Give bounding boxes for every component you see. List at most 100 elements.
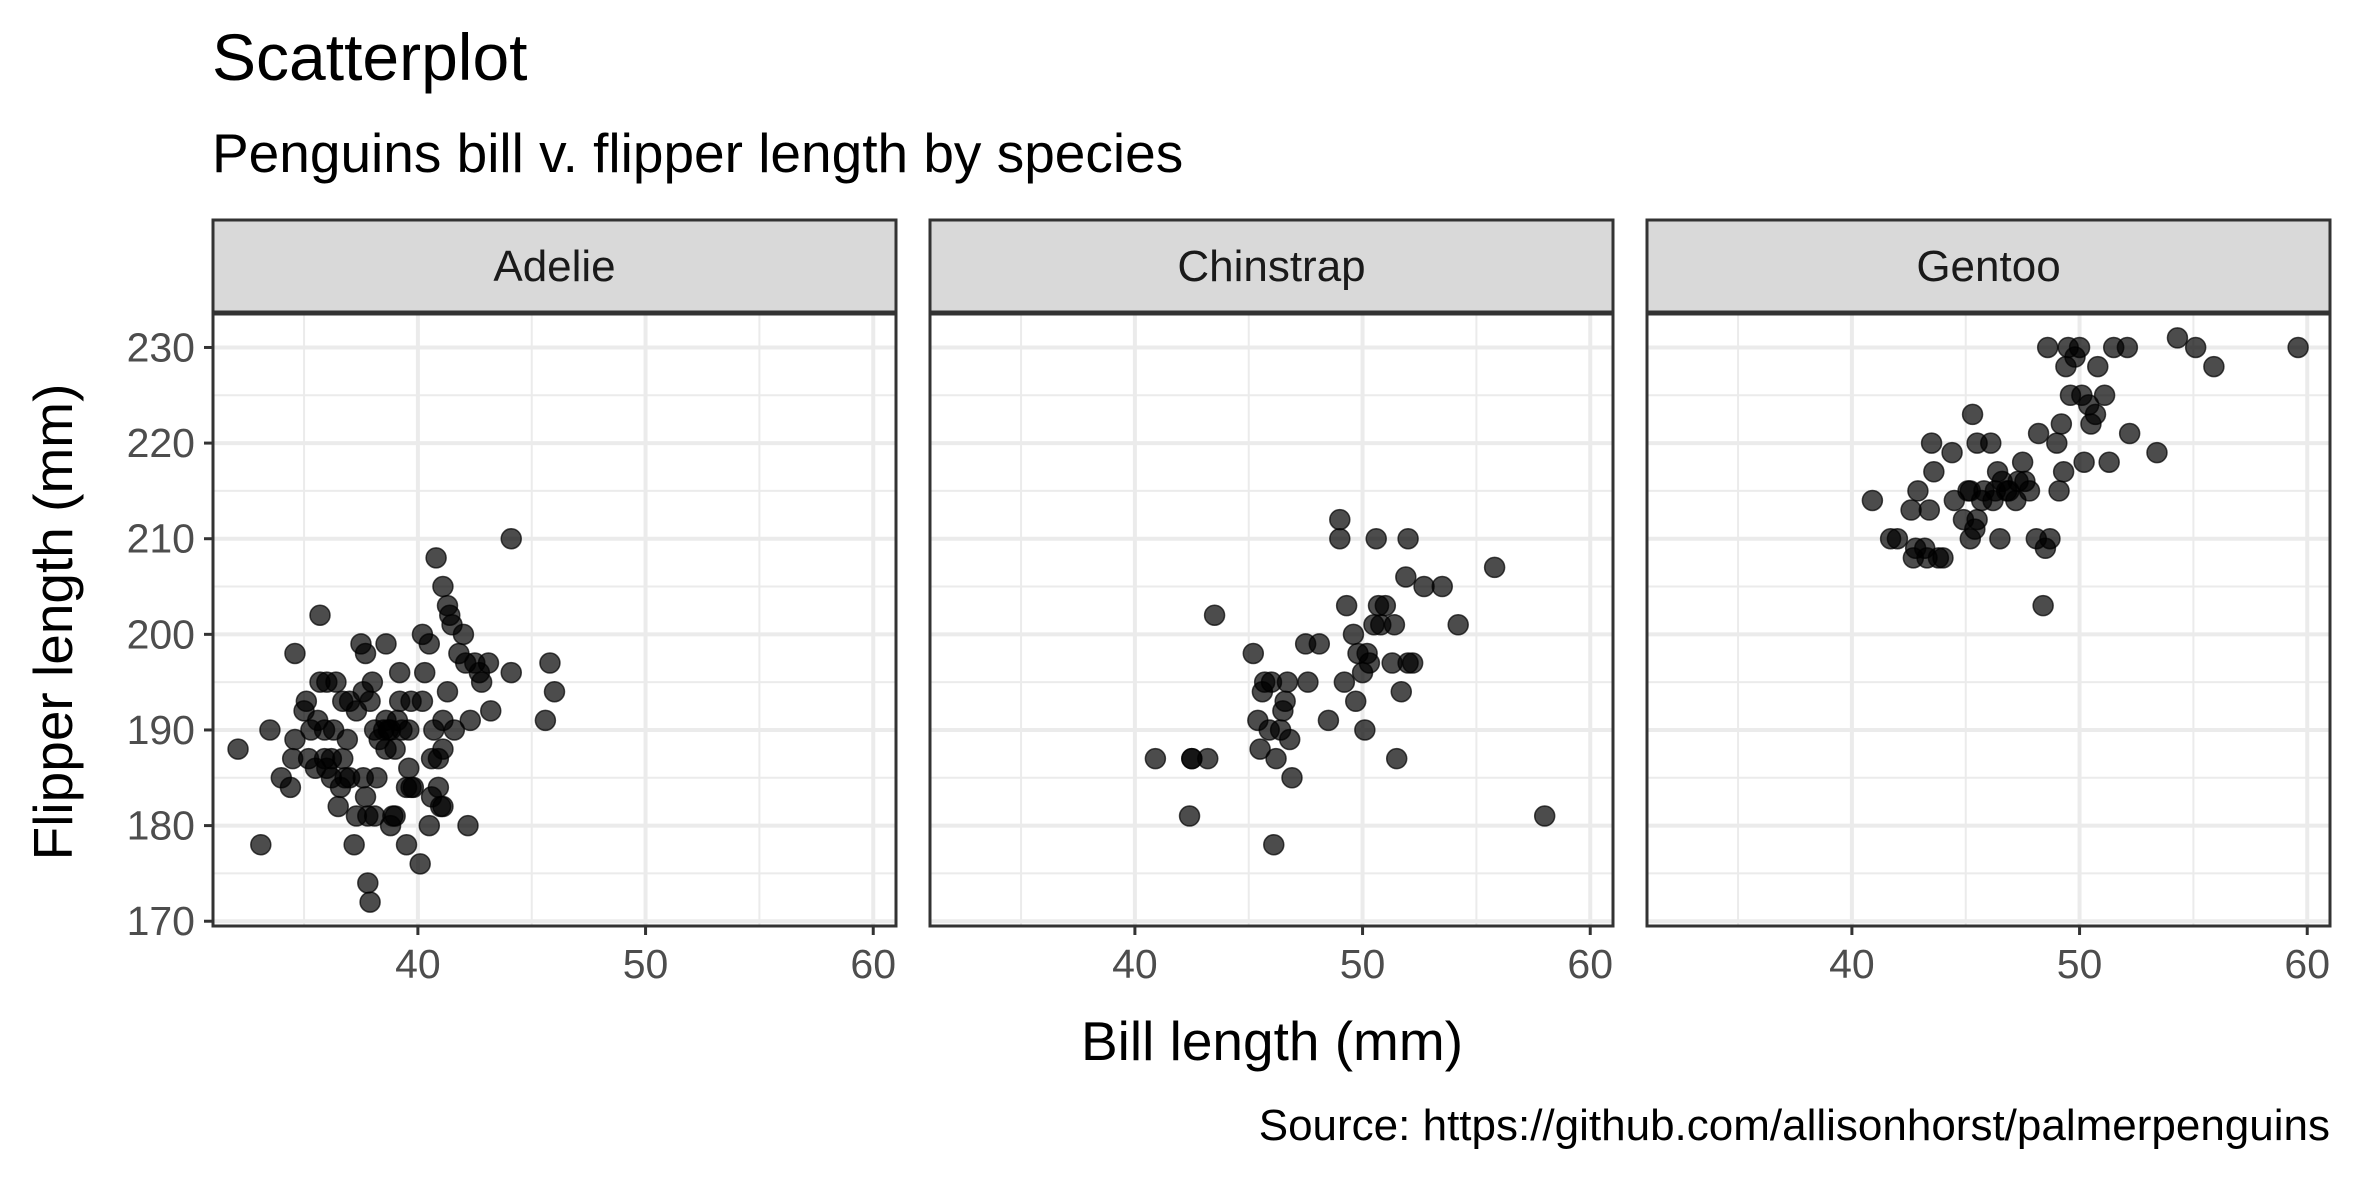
data-point bbox=[418, 633, 441, 655]
data-point bbox=[359, 690, 381, 713]
data-point bbox=[1178, 805, 1201, 827]
data-point bbox=[1308, 633, 1331, 655]
x-tick-label: 40 bbox=[1829, 941, 1875, 987]
facet-panel-chinstrap: Chinstrap 40 50 60 bbox=[928, 218, 1615, 987]
data-point bbox=[1265, 747, 1287, 770]
data-point bbox=[1278, 728, 1301, 751]
data-point bbox=[2039, 527, 2061, 550]
data-point bbox=[1533, 805, 1556, 827]
data-point bbox=[395, 833, 418, 856]
data-point bbox=[459, 709, 482, 732]
data-point bbox=[2166, 327, 2189, 349]
y-axis: 170 180 190 200 210 220 230 bbox=[127, 324, 213, 944]
data-point bbox=[432, 738, 454, 760]
data-point bbox=[413, 661, 436, 684]
data-point bbox=[1941, 441, 1963, 464]
data-point bbox=[500, 527, 522, 550]
panel-border bbox=[928, 312, 1615, 928]
data-point bbox=[1383, 614, 1406, 636]
data-point bbox=[1966, 508, 1988, 531]
data-point bbox=[1907, 480, 1929, 502]
data-point bbox=[375, 633, 397, 655]
data-point bbox=[2184, 336, 2207, 359]
data-point bbox=[1900, 499, 1922, 521]
data-point bbox=[1203, 604, 1226, 626]
data-point bbox=[1397, 527, 1419, 550]
data-point bbox=[384, 738, 406, 760]
facet-strip-label: Adelie bbox=[493, 242, 615, 291]
panel-border bbox=[1645, 312, 2332, 928]
data-point bbox=[1431, 575, 1453, 598]
data-point bbox=[259, 719, 281, 741]
chart-title: Scatterplot bbox=[212, 20, 528, 94]
data-point bbox=[443, 719, 466, 741]
data-point bbox=[1385, 747, 1408, 770]
data-point bbox=[354, 642, 377, 665]
data-point bbox=[1329, 508, 1351, 531]
data-point bbox=[325, 671, 347, 693]
data-point bbox=[1365, 527, 1387, 550]
data-point bbox=[539, 652, 561, 674]
data-point bbox=[2087, 355, 2109, 378]
data-point bbox=[2011, 451, 2034, 473]
data-point bbox=[1144, 747, 1167, 770]
chart-subtitle: Penguins bill v. flipper length by speci… bbox=[212, 122, 1183, 184]
data-point bbox=[425, 547, 447, 569]
data-point bbox=[418, 814, 441, 837]
data-point bbox=[398, 757, 420, 779]
x-tick-label: 40 bbox=[395, 941, 441, 987]
data-point bbox=[2093, 384, 2116, 407]
data-point bbox=[388, 661, 411, 684]
data-point bbox=[1920, 432, 1943, 454]
data-point bbox=[1297, 671, 1319, 693]
data-point bbox=[327, 795, 349, 818]
data-point bbox=[1918, 499, 1941, 521]
data-point bbox=[1401, 652, 1424, 674]
data-point bbox=[2027, 422, 2050, 445]
data-point bbox=[2032, 594, 2054, 617]
data-point bbox=[1342, 623, 1365, 646]
data-point bbox=[2068, 336, 2091, 359]
data-point bbox=[1276, 671, 1299, 693]
x-tick-label: 60 bbox=[2284, 941, 2330, 987]
data-point bbox=[2287, 336, 2309, 359]
data-point bbox=[1317, 709, 1340, 732]
data-point bbox=[1329, 527, 1351, 550]
facet-panel-adelie: Adelie 40 50 60 bbox=[211, 218, 898, 987]
data-point bbox=[1263, 833, 1285, 856]
data-point bbox=[470, 671, 493, 693]
facet-panels: Adelie 40 50 60 Chinstrap 40 50 60 Gentoo 40 50 60 bbox=[211, 218, 2332, 987]
data-point bbox=[227, 738, 249, 760]
data-point bbox=[480, 700, 502, 722]
data-point bbox=[1344, 690, 1367, 713]
data-point bbox=[543, 680, 566, 703]
data-point bbox=[432, 795, 454, 818]
data-point bbox=[1335, 594, 1358, 617]
x-tick-label: 50 bbox=[623, 941, 669, 987]
data-point bbox=[1374, 594, 1397, 617]
data-point bbox=[2046, 432, 2068, 454]
data-point bbox=[309, 604, 331, 626]
data-point bbox=[295, 690, 318, 713]
data-point bbox=[279, 776, 302, 799]
y-tick-label: 220 bbox=[127, 420, 195, 466]
data-point bbox=[1923, 461, 1945, 483]
x-tick-label: 50 bbox=[2057, 941, 2103, 987]
y-tick-label: 170 bbox=[127, 898, 195, 944]
data-point bbox=[1932, 547, 1954, 569]
x-tick-label: 40 bbox=[1112, 941, 1158, 987]
panel-border bbox=[211, 312, 898, 928]
y-tick-label: 190 bbox=[127, 707, 195, 753]
data-point bbox=[361, 671, 384, 693]
data-point bbox=[2048, 480, 2070, 502]
data-point bbox=[432, 575, 454, 598]
data-point bbox=[357, 872, 379, 894]
y-tick-label: 210 bbox=[127, 516, 195, 562]
facet-strip bbox=[1645, 218, 2332, 314]
data-point bbox=[500, 661, 522, 684]
data-point bbox=[1281, 767, 1303, 789]
data-point bbox=[1390, 680, 1413, 703]
data-point bbox=[1395, 566, 1417, 588]
data-point bbox=[1249, 738, 1271, 760]
data-point bbox=[1358, 652, 1381, 674]
